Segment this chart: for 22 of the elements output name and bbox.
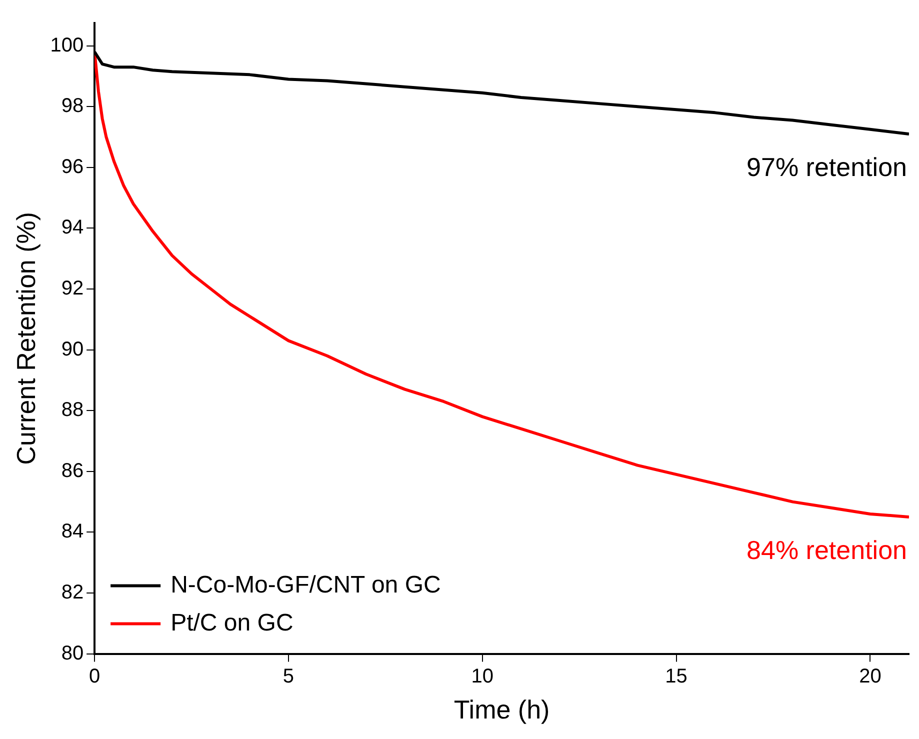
y-tick-label: 88: [61, 399, 84, 422]
y-tick-label: 86: [61, 460, 84, 482]
x-tick-label: 5: [282, 665, 294, 688]
y-tick-label: 98: [61, 95, 84, 118]
x-tick-label: 0: [89, 665, 100, 688]
legend-label: Pt/C on GC: [170, 609, 294, 636]
annotation: 97% retention: [746, 152, 907, 182]
x-tick-label: 20: [859, 665, 882, 688]
y-tick-label: 80: [61, 642, 84, 664]
x-tick-label: 10: [471, 665, 494, 688]
y-tick-label: 90: [61, 338, 84, 360]
y-axis-title: Current Retention (%): [10, 212, 41, 465]
y-tick-label: 82: [61, 582, 84, 604]
y-tick-label: 94: [61, 216, 84, 239]
legend-label: N-Co-Mo-GF/CNT on GC: [170, 571, 441, 598]
y-tick-label: 100: [50, 34, 84, 56]
y-tick-label: 92: [61, 278, 84, 300]
x-axis-title: Time (h): [454, 694, 550, 725]
y-tick-label: 84: [61, 520, 84, 543]
y-tick-label: 96: [61, 156, 84, 178]
x-tick-label: 15: [665, 665, 688, 688]
annotation: 84% retention: [746, 535, 907, 566]
